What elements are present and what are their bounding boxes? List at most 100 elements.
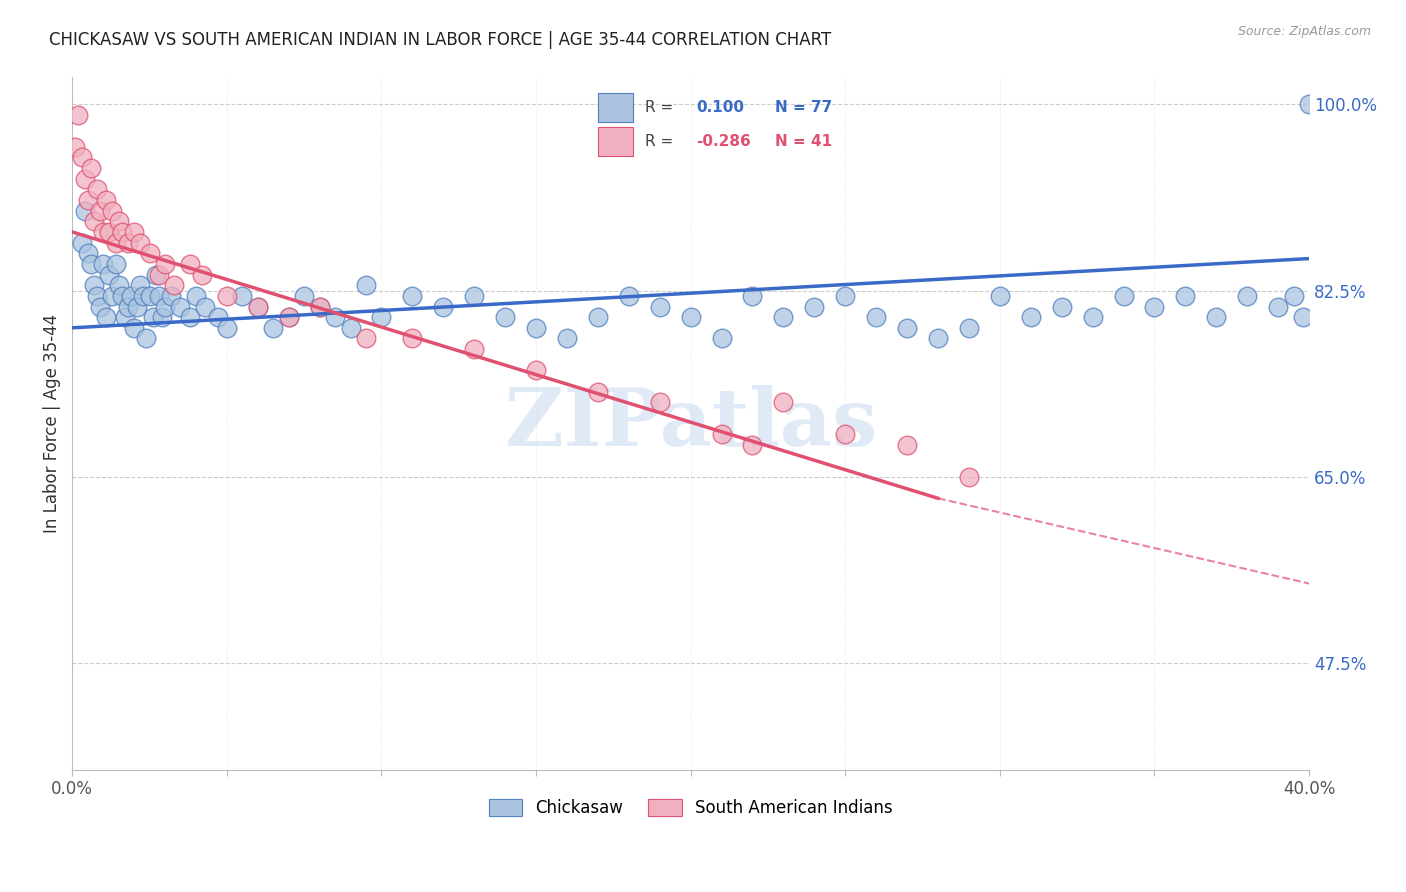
- Point: [107, 214, 129, 228]
- Text: Source: ZipAtlas.com: Source: ZipAtlas.com: [1237, 25, 1371, 38]
- Point: [927, 331, 949, 345]
- Point: [104, 257, 127, 271]
- Text: CHICKASAW VS SOUTH AMERICAN INDIAN IN LABOR FORCE | AGE 35-44 CORRELATION CHART: CHICKASAW VS SOUTH AMERICAN INDIAN IN LA…: [49, 31, 831, 49]
- Point: [132, 289, 155, 303]
- Point: [555, 331, 578, 345]
- Point: [617, 289, 640, 303]
- Point: [262, 321, 284, 335]
- Point: [1292, 310, 1315, 325]
- Point: [401, 289, 423, 303]
- Point: [215, 289, 238, 303]
- Point: [277, 310, 299, 325]
- Point: [308, 300, 330, 314]
- Point: [114, 310, 136, 325]
- Point: [86, 289, 108, 303]
- Point: [76, 193, 98, 207]
- Point: [323, 310, 346, 325]
- Point: [194, 300, 217, 314]
- Point: [277, 310, 299, 325]
- Legend: Chickasaw, South American Indians: Chickasaw, South American Indians: [482, 792, 900, 824]
- Point: [1236, 289, 1258, 303]
- Point: [1174, 289, 1197, 303]
- Point: [463, 289, 485, 303]
- Point: [834, 289, 856, 303]
- Point: [1143, 300, 1166, 314]
- Point: [463, 342, 485, 356]
- Point: [710, 427, 733, 442]
- Point: [150, 310, 173, 325]
- Point: [179, 310, 201, 325]
- Point: [138, 246, 160, 260]
- Point: [292, 289, 315, 303]
- Point: [741, 289, 763, 303]
- Point: [494, 310, 516, 325]
- Point: [138, 289, 160, 303]
- Point: [524, 321, 547, 335]
- Point: [741, 438, 763, 452]
- Point: [91, 225, 114, 239]
- Point: [111, 289, 134, 303]
- Point: [586, 310, 609, 325]
- Point: [148, 268, 170, 282]
- Point: [101, 289, 124, 303]
- Point: [865, 310, 887, 325]
- Point: [91, 257, 114, 271]
- Point: [80, 257, 103, 271]
- Point: [524, 363, 547, 377]
- Point: [135, 331, 157, 345]
- Point: [80, 161, 103, 175]
- Point: [1112, 289, 1135, 303]
- Point: [246, 300, 269, 314]
- Point: [117, 235, 139, 250]
- Point: [70, 150, 93, 164]
- Point: [127, 300, 149, 314]
- Point: [129, 235, 152, 250]
- Point: [1298, 97, 1320, 112]
- Point: [648, 395, 671, 409]
- Point: [1019, 310, 1042, 325]
- Point: [153, 300, 176, 314]
- Point: [73, 171, 96, 186]
- Point: [122, 321, 145, 335]
- Point: [153, 257, 176, 271]
- Point: [370, 310, 392, 325]
- Point: [142, 310, 165, 325]
- Point: [104, 235, 127, 250]
- Point: [89, 300, 111, 314]
- Point: [160, 289, 183, 303]
- Point: [122, 225, 145, 239]
- Point: [1205, 310, 1227, 325]
- Point: [354, 331, 377, 345]
- Point: [896, 321, 918, 335]
- Point: [803, 300, 825, 314]
- Point: [1267, 300, 1289, 314]
- Point: [988, 289, 1011, 303]
- Point: [401, 331, 423, 345]
- Point: [231, 289, 253, 303]
- Point: [65, 139, 87, 153]
- Point: [101, 203, 124, 218]
- Y-axis label: In Labor Force | Age 35-44: In Labor Force | Age 35-44: [44, 314, 60, 533]
- Point: [120, 289, 142, 303]
- Point: [96, 193, 118, 207]
- Point: [191, 268, 214, 282]
- Point: [772, 395, 794, 409]
- Point: [169, 300, 191, 314]
- Point: [772, 310, 794, 325]
- Point: [710, 331, 733, 345]
- Point: [339, 321, 361, 335]
- Point: [70, 235, 93, 250]
- Point: [246, 300, 269, 314]
- Point: [67, 108, 90, 122]
- Point: [432, 300, 454, 314]
- Point: [83, 214, 105, 228]
- Point: [308, 300, 330, 314]
- Point: [76, 246, 98, 260]
- Point: [83, 278, 105, 293]
- Point: [1282, 289, 1305, 303]
- Point: [648, 300, 671, 314]
- Point: [117, 300, 139, 314]
- Point: [148, 289, 170, 303]
- Point: [957, 470, 980, 484]
- Point: [145, 268, 167, 282]
